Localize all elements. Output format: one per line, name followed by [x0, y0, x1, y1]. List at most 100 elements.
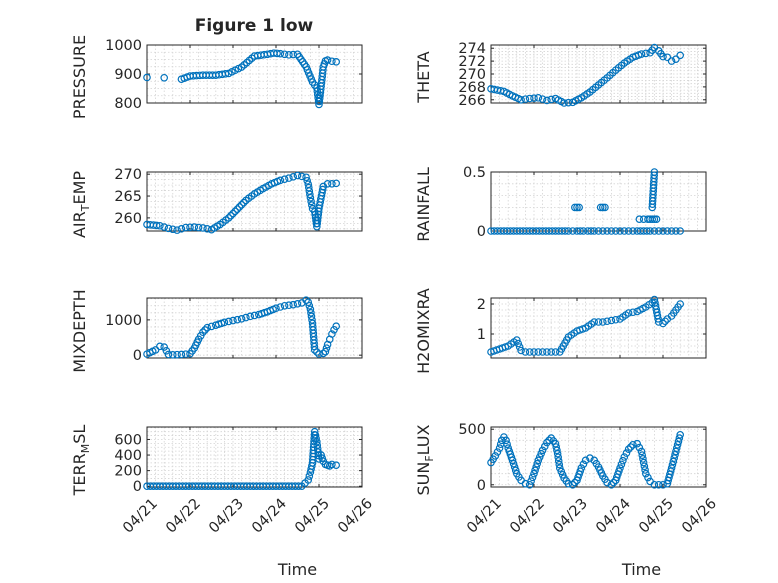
theta-data-point — [600, 76, 609, 85]
h2omixra-ylabel: H2OMIXRA — [414, 288, 433, 374]
air_temp-data-point — [164, 224, 173, 233]
rainfall-data-point — [545, 227, 553, 235]
air_temp-data-point — [229, 209, 237, 218]
terr_msl-axes-frame — [146, 426, 363, 488]
h2omixra-data-point — [510, 338, 518, 346]
sun_flux-data-point — [633, 439, 642, 448]
terr_msl-data-point — [301, 479, 309, 487]
air_temp-data-point — [203, 225, 212, 233]
theta-data-point — [514, 94, 523, 103]
sun_flux-data-point — [586, 454, 594, 462]
air_temp-data-point — [297, 172, 306, 181]
theta-ylabel: THETA — [414, 51, 433, 103]
rainfall-data-point — [635, 215, 644, 224]
sun_flux-data-point — [555, 460, 564, 469]
mixdepth-ylabel: MIXDEPTH — [70, 289, 89, 372]
theta-data-point — [648, 46, 657, 54]
pressure-data-point — [276, 49, 285, 58]
h2omixra-data-point — [538, 348, 547, 356]
air_temp-ytick-label: 270 — [114, 167, 142, 183]
rainfall-data-point — [571, 203, 579, 212]
sun_flux-series-0 — [487, 430, 685, 489]
theta-data-point — [617, 61, 626, 70]
sun_flux-data-point — [554, 457, 563, 465]
terr_msl-ytick-label: 200 — [114, 464, 142, 480]
rainfall-data-point — [667, 227, 676, 235]
sun_flux-data-point — [540, 442, 549, 451]
sun_flux-data-point — [672, 444, 681, 452]
pressure-data-point — [257, 51, 265, 59]
h2omixra-data-point — [639, 304, 647, 313]
terr_msl-ylabel-rest: SL — [70, 425, 89, 444]
mixdepth-data-point — [285, 301, 293, 310]
mixdepth-data-point — [224, 317, 233, 326]
pressure-data-point — [310, 81, 319, 89]
sun_flux-data-point — [558, 470, 567, 479]
air_temp-data-point — [305, 187, 314, 195]
pressure-data-point — [143, 73, 151, 82]
mixdepth-ytick-label: 1000 — [105, 313, 142, 329]
h2omixra-data-point — [674, 303, 682, 311]
terr_msl-data-point — [291, 482, 300, 491]
terr_msl-ylabel: TERRMSL — [70, 425, 92, 497]
pressure-ylabel: PRESSURE — [70, 35, 89, 119]
mixdepth-data-point — [332, 322, 341, 331]
mixdepth-data-point — [310, 339, 318, 348]
rainfall-data-point — [646, 227, 654, 235]
air_temp-data-point — [237, 200, 246, 209]
air_temp-data-point — [149, 221, 158, 229]
h2omixra-data-point — [501, 343, 510, 351]
mixdepth-data-point — [242, 313, 250, 322]
sun_flux-data-point — [617, 460, 626, 469]
h2omixra-data-point — [530, 348, 538, 356]
mixdepth-data-point — [181, 350, 190, 358]
air_temp-axes-frame — [146, 171, 363, 232]
sun_flux-data-point — [562, 477, 571, 485]
theta-data-point — [530, 94, 538, 102]
rainfall-data-point — [650, 171, 659, 180]
h2omixra-data-point — [629, 308, 637, 317]
theta-data-point — [493, 86, 502, 94]
theta-data-point — [525, 94, 534, 103]
pressure-data-point — [221, 70, 230, 78]
mixdepth-data-point — [250, 311, 259, 320]
rainfall-ytick-label: 0.5 — [463, 165, 486, 181]
air_temp-data-point — [307, 197, 315, 206]
air_temp-data-point — [160, 223, 169, 231]
rainfall-data-point — [596, 203, 605, 212]
mixdepth-data-point — [280, 301, 289, 310]
air_temp-data-point — [323, 180, 332, 188]
rainfall-data-point — [493, 227, 502, 235]
air_temp-data-point — [231, 207, 239, 216]
rainfall-data-point — [587, 227, 595, 235]
mixdepth-ytick-label: 0 — [133, 348, 142, 364]
air_temp-ylabel-sub: T — [79, 204, 92, 212]
pressure-data-point — [320, 60, 329, 68]
subplot-h2omixra: 1 2 H2OMIXRA — [414, 288, 707, 374]
mixdepth-data-point — [289, 300, 298, 309]
air_temp-data-point — [190, 223, 199, 231]
mixdepth-data-point — [293, 300, 302, 308]
sun_flux-data-point — [620, 453, 629, 461]
air_temp-data-point — [222, 216, 230, 224]
h2omixra-data-point — [621, 311, 630, 319]
rainfall-axes-frame — [490, 171, 707, 232]
subplot-pressure: 800 900 1000 PRESSURE — [70, 35, 363, 119]
sun_flux-data-point — [576, 467, 585, 475]
air_temp-data-point — [285, 174, 293, 182]
pressure-data-point — [234, 64, 243, 73]
air_temp-data-point — [293, 171, 302, 180]
theta-ytick-label: 274 — [458, 41, 486, 57]
sun_flux-ytick-label: 500 — [458, 422, 486, 438]
sun_flux-data-point — [644, 473, 652, 482]
theta-ytick-label: 272 — [458, 54, 486, 70]
h2omixra-data-point — [543, 348, 551, 356]
air_temp-data-point — [169, 225, 177, 234]
mixdepth-data-point — [322, 344, 331, 352]
h2omixra-data-point — [551, 348, 560, 356]
h2omixra-data-point — [517, 346, 525, 355]
sun_flux-data-point — [493, 448, 502, 456]
sun_flux-data-point — [640, 462, 649, 471]
